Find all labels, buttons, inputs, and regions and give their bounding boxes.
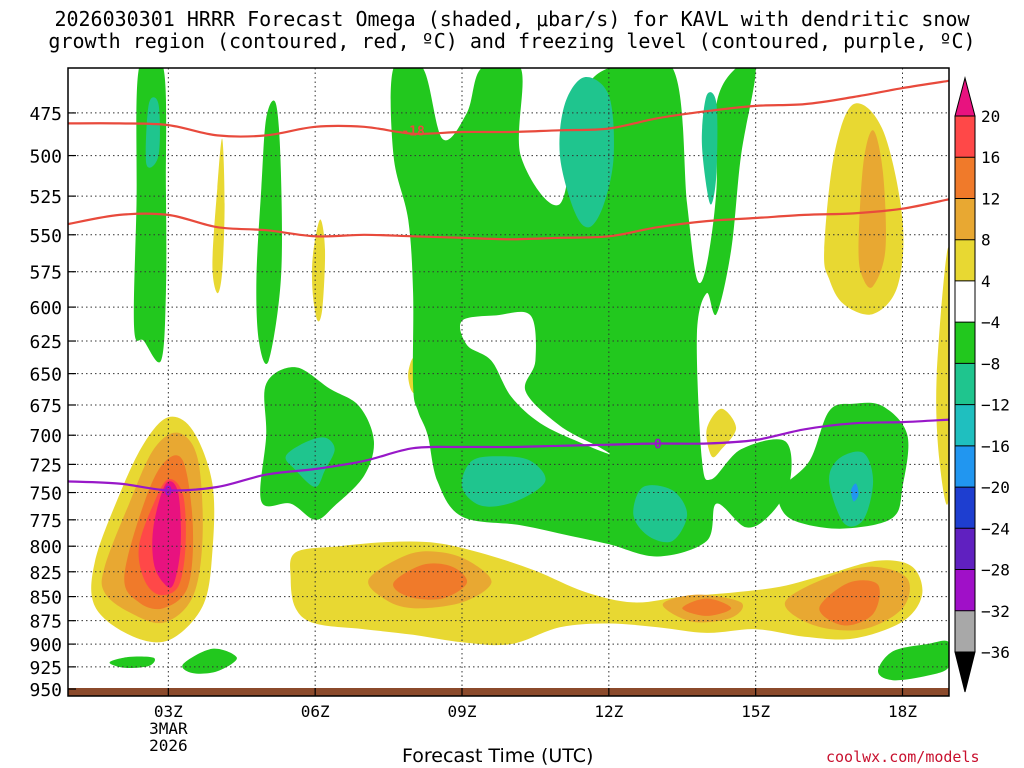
colorbar-segment-7 xyxy=(955,363,975,405)
y-tick-label-600: 600 xyxy=(29,298,62,319)
colorbar-label-14: −36 xyxy=(981,643,1010,662)
plot-frame xyxy=(67,67,950,697)
omega-pos12-c xyxy=(819,580,880,626)
y-tick-label-475: 475 xyxy=(29,104,62,125)
colorbar-label-12: −28 xyxy=(981,561,1010,580)
y-tick-label-925: 925 xyxy=(29,658,62,679)
omega-neg-col-03z xyxy=(133,68,167,363)
colorbar-label-10: −20 xyxy=(981,478,1010,497)
colorbar-label-13: −32 xyxy=(981,602,1010,621)
freezing-level-contour xyxy=(68,418,949,492)
colorbar-segment-3 xyxy=(955,198,975,240)
y-tick-label-775: 775 xyxy=(29,511,62,532)
omega-neg8-low-10z xyxy=(461,456,546,507)
temperature-contours: -18 0 0 xyxy=(68,79,949,499)
colorbar-segment-10 xyxy=(955,487,975,529)
omega-neg8-upper-12z xyxy=(559,76,614,228)
colorbar-segment-5 xyxy=(955,280,975,323)
omega-neg-bottom-right xyxy=(878,640,949,681)
colorbar-segment-1 xyxy=(955,116,975,158)
dgz-contour-upper xyxy=(68,79,949,138)
y-tick-label-900: 900 xyxy=(29,635,62,656)
x-tick-label-06Z: 06Z xyxy=(301,702,330,721)
omega-neg-bottom-left-b xyxy=(182,648,237,674)
colorbar-segment-13 xyxy=(955,610,975,652)
colorbar-segment-6 xyxy=(955,322,975,364)
y-tick-label-950: 950 xyxy=(29,680,62,701)
omega-shading xyxy=(91,68,949,681)
colorbar-label-8: −12 xyxy=(981,396,1010,415)
freezing-level-label-2: 0 xyxy=(164,484,172,499)
y-tick-label-500: 500 xyxy=(29,147,62,168)
x-tick-label-18Z: 18Z xyxy=(888,702,917,721)
colorbar-top-arrow xyxy=(954,76,976,117)
colorbar-label-11: −24 xyxy=(981,519,1010,538)
colorbar-segment-8 xyxy=(955,404,975,446)
y-axis: 475 500 525 550 575 600 625 650 675 700 725 750 775 8… xyxy=(29,104,76,701)
omega-neg-col-05z xyxy=(256,100,282,364)
x-tick-sublabel-1: 3MAR xyxy=(149,719,188,738)
dgz-contour-label: -18 xyxy=(401,124,425,139)
y-tick-label-825: 825 xyxy=(29,563,62,584)
colorbar-label-5: 4 xyxy=(981,272,991,291)
y-tick-label-625: 625 xyxy=(29,332,62,353)
colorbar-label-3: 12 xyxy=(981,189,1000,208)
freezing-level-label-1: 0 xyxy=(654,437,662,452)
omega-neg-big-mid xyxy=(390,68,792,557)
y-tick-label-525: 525 xyxy=(29,187,62,208)
omega-neg-bottom-left-a xyxy=(109,656,155,668)
colorbar-segment-4 xyxy=(955,239,975,281)
omega-neg8-upper-14z xyxy=(701,92,718,205)
y-tick-label-550: 550 xyxy=(29,226,62,247)
colorbar-label-9: −16 xyxy=(981,437,1010,456)
title-line-2: growth region (contoured, red, ºC) and f… xyxy=(48,29,976,53)
credit-text: coolwx.com/models xyxy=(826,748,980,766)
x-tick-label-03Z: 03Z xyxy=(154,702,183,721)
omega-neg16-dot-17z xyxy=(851,483,859,502)
omega-neg8-lobe-06z xyxy=(285,437,335,487)
colorbar-label-7: −8 xyxy=(981,354,1000,373)
x-tick-label-15Z: 15Z xyxy=(741,702,770,721)
y-tick-label-575: 575 xyxy=(29,263,62,284)
y-tick-label-875: 875 xyxy=(29,612,62,633)
chart-title: 2026030301 HRRR Forecast Omega (shaded, … xyxy=(0,8,1024,52)
omega-pos12-b xyxy=(682,598,732,616)
x-axis-label: Forecast Time (UTC) xyxy=(402,745,594,767)
y-tick-label-850: 850 xyxy=(29,588,62,609)
y-tick-label-800: 800 xyxy=(29,537,62,558)
ground-strip xyxy=(68,688,949,696)
omega-pos8-upper-18z xyxy=(858,130,886,288)
y-tick-label-700: 700 xyxy=(29,426,62,447)
colorbar: 20 16 12 8 4 −4 −8 −12 −16 −20 −24 −28 −32 −36 xyxy=(954,76,1010,693)
colorbar-label-4: 8 xyxy=(981,231,991,250)
colorbar-label-6: −4 xyxy=(981,313,1000,332)
omega-pos20-core xyxy=(152,481,181,588)
omega-neg8-low-17z xyxy=(829,451,874,527)
omega-neg8-low-13z xyxy=(633,485,688,543)
colorbar-segment-11 xyxy=(955,528,975,570)
omega-pos-sliver-04z xyxy=(212,138,225,294)
colorbar-label-2: 16 xyxy=(981,148,1000,167)
omega-pos-edge-right xyxy=(936,247,949,505)
colorbar-bottom-arrow xyxy=(954,651,976,693)
x-tick-sublabel-2: 2026 xyxy=(149,736,188,755)
colorbar-segment-2 xyxy=(955,157,975,199)
x-tick-label-09Z: 09Z xyxy=(448,702,477,721)
y-tick-label-650: 650 xyxy=(29,365,62,386)
y-tick-label-675: 675 xyxy=(29,396,62,417)
dgz-contour-lower xyxy=(68,198,949,241)
omega-neg8-col-03z xyxy=(145,97,160,168)
title-line-1: 2026030301 HRRR Forecast Omega (shaded, … xyxy=(54,7,970,31)
x-tick-label-12Z: 12Z xyxy=(594,702,623,721)
colorbar-label-1: 20 xyxy=(981,107,1000,126)
y-tick-label-750: 750 xyxy=(29,484,62,505)
colorbar-segment-9 xyxy=(955,445,975,488)
omega-pos-sliver-14z xyxy=(706,408,737,458)
omega-gap-mid xyxy=(459,311,610,455)
y-tick-label-725: 725 xyxy=(29,455,62,476)
colorbar-segment-12 xyxy=(955,569,975,611)
omega-pos12-a xyxy=(393,563,468,600)
